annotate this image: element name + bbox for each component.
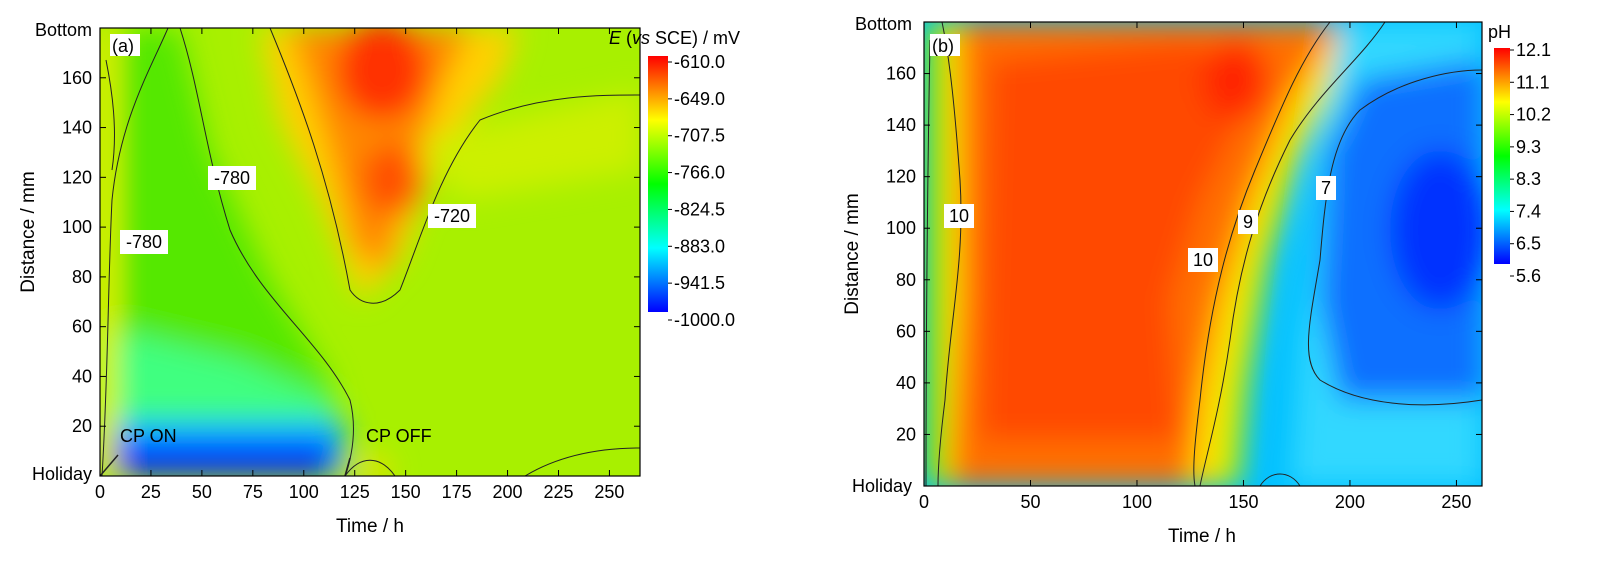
x-tick-label: 250 [1441,492,1471,512]
y-tick-label: 80 [896,270,916,290]
x-tick-label: 200 [493,482,523,502]
x-tick-label: 125 [340,482,370,502]
colorbar-gradient-a [648,56,668,312]
panel-label-b: (b) [932,36,954,56]
colorbar-tick-label: -610.0 [674,52,725,72]
y-end-label-bottom: Holiday [32,464,92,484]
y-tick-label: 40 [896,373,916,393]
x-tick-label: 200 [1335,492,1365,512]
contour-label: 9 [1243,212,1253,232]
x-tick-label: 100 [1122,492,1152,512]
x-tick-label: 175 [442,482,472,502]
x-tick-label: 150 [1228,492,1258,512]
panel-a-y-ticks: 20 40 60 80 100 120 140 160 [62,68,640,436]
annotation-cp-off: CP OFF [366,426,432,446]
y-tick-label: 20 [72,416,92,436]
contour-label: 7 [1321,178,1331,198]
x-tick-label: 100 [289,482,319,502]
colorbar-tick-label: 7.4 [1516,201,1541,221]
x-axis-label-b: Time / h [1168,526,1236,547]
x-tick-label: 150 [391,482,421,502]
colorbar-tick-label: 10.2 [1516,105,1551,125]
x-tick-label: 0 [95,482,105,502]
contour-label: 10 [949,206,969,226]
colorbar-tick-label: 12.1 [1516,40,1551,60]
y-tick-label: 140 [886,115,916,135]
x-tick-label: 250 [594,482,624,502]
colorbar-tick-label: -1000.0 [674,310,735,330]
contour-label: -720 [434,206,470,226]
panel-a-heatmap [100,28,640,476]
colorbar-tick-label: 8.3 [1516,169,1541,189]
colorbar-title-a: E (vs SCE) / mV [609,28,740,48]
x-tick-label: 50 [192,482,212,502]
panel-b-heatmap [924,22,1482,486]
colorbar-tick-label: -766.0 [674,163,725,183]
colorbar-tick-label: 6.5 [1516,234,1541,254]
colorbar-tick-label: 9.3 [1516,137,1541,157]
y-tick-label: 140 [62,118,92,138]
x-tick-label: 75 [243,482,263,502]
y-tick-label: 60 [896,321,916,341]
panel-a-x-ticks: 0 25 50 75 100 125 150 175 200 225 250 [95,28,624,502]
panel-a: -780 -780 -720 (a) CP ON CP OFF 0 25 50 75 1… [18,20,740,537]
colorbar-tick-label: -883.0 [674,236,725,256]
colorbar-tick-label: -941.5 [674,273,725,293]
colorbar-tick-label: 5.6 [1516,266,1541,286]
y-end-label-top: Bottom [35,20,92,40]
y-end-label-top: Bottom [855,14,912,34]
panel-b-frame [923,21,1483,487]
colorbar-tick-label: -824.5 [674,199,725,219]
colorbar-title-b: pH [1488,22,1511,42]
panel-label-a: (a) [112,36,134,56]
x-axis-label-a: Time / h [336,516,404,537]
panel-b-y-ticks: 20 40 60 80 100 120 140 160 [886,64,1482,444]
contour-label: -780 [214,168,250,188]
y-tick-label: 160 [886,64,916,84]
x-tick-label: 0 [919,492,929,512]
contour-label: -780 [126,232,162,252]
panel-b: 10 10 9 7 (b) 0 50 100 150 200 250 20 40 60 80 10… [842,14,1551,547]
colorbar-tick-label: -649.0 [674,89,725,109]
y-tick-label: 120 [62,167,92,187]
panel-b-colorbar: pH 12.1 11.1 10.2 9.3 8.3 7.4 6.5 5.6 [1488,22,1551,286]
colorbar-gradient-b [1494,48,1510,264]
y-tick-label: 100 [62,217,92,237]
colorbar-tick-label: -707.5 [674,126,725,146]
x-tick-label: 225 [543,482,573,502]
y-axis-label-b: Distance / mm [842,193,863,314]
y-tick-label: 120 [886,167,916,187]
panel-b-x-ticks: 0 50 100 150 200 250 [919,22,1471,512]
y-axis-label-a: Distance / mm [18,171,39,292]
panel-a-colorbar: E (vs SCE) / mV -610.0 -649.0 -707.5 -766.0… [609,28,740,330]
y-tick-label: 40 [72,366,92,386]
y-end-label-bottom: Holiday [852,476,912,496]
contour-label: 10 [1193,250,1213,270]
colorbar-tick-label: 11.1 [1516,72,1550,92]
y-tick-label: 80 [72,267,92,287]
y-tick-label: 100 [886,218,916,238]
y-tick-label: 60 [72,317,92,337]
x-tick-label: 50 [1020,492,1040,512]
y-tick-label: 160 [62,68,92,88]
panel-a-frame [99,27,641,477]
panel-a-contour-labels: -780 -780 -720 [120,166,476,254]
annotation-cp-on: CP ON [120,426,177,446]
panel-b-contour-labels: 10 10 9 7 [944,176,1336,272]
y-tick-label: 20 [896,424,916,444]
x-tick-label: 25 [141,482,161,502]
